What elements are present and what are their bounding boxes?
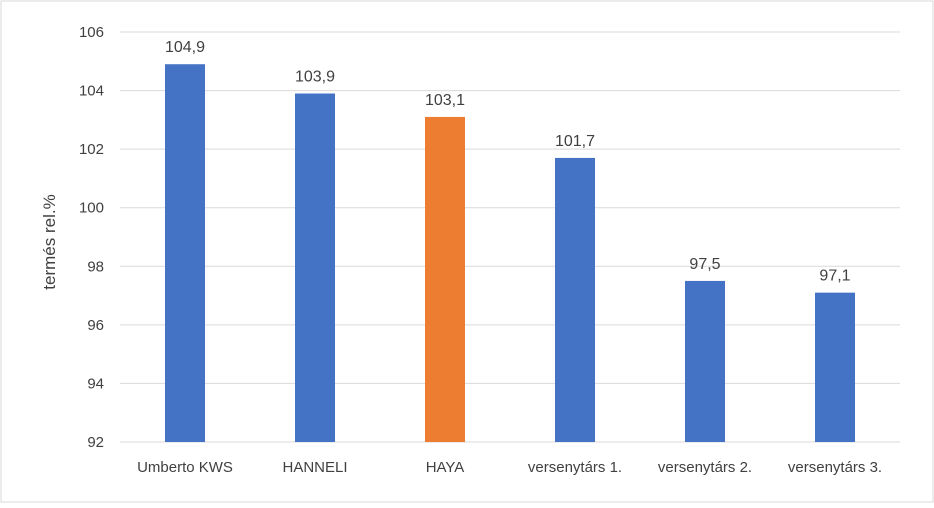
bar bbox=[295, 93, 335, 442]
y-tick-label: 102 bbox=[79, 141, 104, 158]
y-tick-label: 96 bbox=[87, 317, 104, 334]
data-label: 103,9 bbox=[295, 69, 335, 86]
data-label: 97,1 bbox=[819, 268, 850, 285]
y-tick-label: 104 bbox=[79, 83, 104, 100]
bar bbox=[425, 116, 465, 442]
y-tick-label: 106 bbox=[79, 24, 104, 41]
data-label: 101,7 bbox=[555, 133, 595, 150]
bar bbox=[165, 64, 205, 442]
data-label: 97,5 bbox=[689, 256, 720, 273]
y-tick-label: 92 bbox=[87, 434, 104, 451]
x-tick-label: versenytárs 2. bbox=[658, 459, 752, 476]
y-tick-label: 94 bbox=[87, 375, 104, 392]
x-axis-ticks: Umberto KWS HANNELI HAYA versenytárs 1. vers… bbox=[137, 459, 882, 476]
bar bbox=[555, 157, 595, 442]
data-labels: 104,9 103,9 103,1 101,7 97,5 97,1 bbox=[165, 39, 851, 284]
x-tick-label: HAYA bbox=[426, 459, 465, 476]
bar bbox=[815, 292, 855, 442]
x-tick-label: Umberto KWS bbox=[137, 459, 233, 476]
x-tick-label: HANNELI bbox=[282, 459, 347, 476]
data-label: 103,1 bbox=[425, 92, 465, 109]
data-label: 104,9 bbox=[165, 39, 205, 56]
y-tick-label: 100 bbox=[79, 200, 104, 217]
y-axis-ticks: 92 94 96 98 100 102 104 106 bbox=[79, 24, 104, 451]
bar bbox=[685, 280, 725, 442]
x-tick-label: versenytárs 3. bbox=[788, 459, 882, 476]
gridlines bbox=[120, 31, 900, 443]
y-axis-title: termés rel.% bbox=[40, 194, 59, 289]
x-tick-label: versenytárs 1. bbox=[528, 459, 622, 476]
y-tick-label: 98 bbox=[87, 258, 104, 275]
bars bbox=[165, 64, 855, 442]
